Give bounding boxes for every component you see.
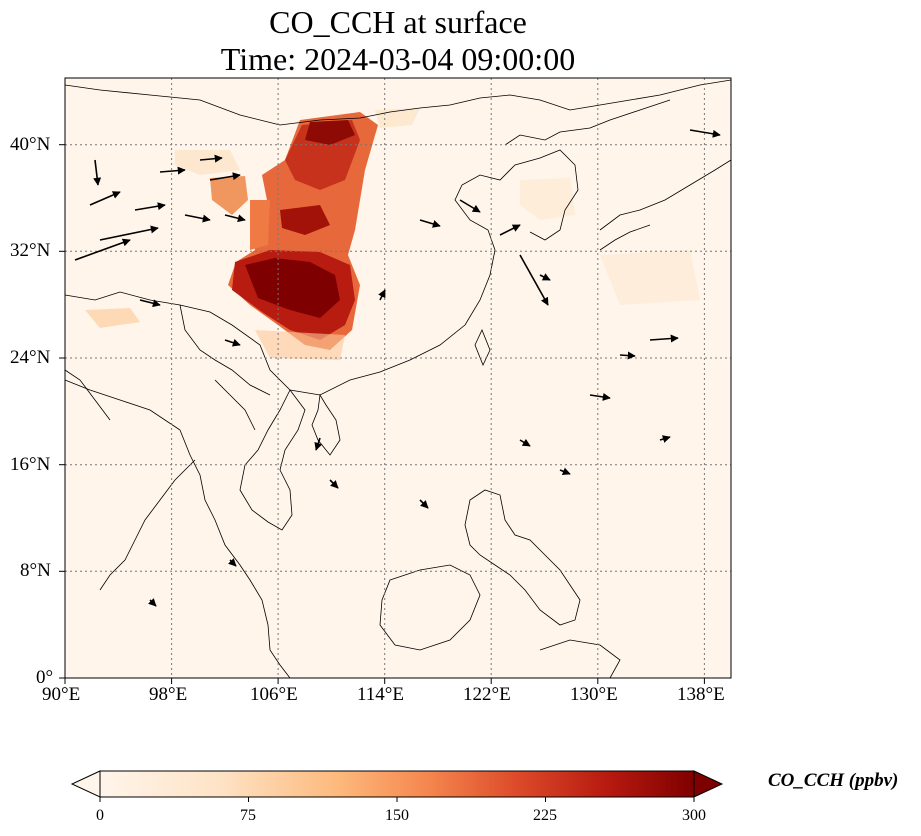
lon-tick-label: 138°E xyxy=(677,684,725,705)
lat-tick-label: 32°N xyxy=(10,240,51,261)
lon-tick-label: 98°E xyxy=(149,684,188,705)
lat-tick-label: 16°N xyxy=(10,454,51,475)
coastlines xyxy=(65,79,731,678)
tick-marks xyxy=(59,144,705,684)
lon-tick-label: 130°E xyxy=(570,684,618,705)
colorbar-extend-min xyxy=(70,770,101,798)
lon-tick-label: 90°E xyxy=(42,684,81,705)
gridlines xyxy=(65,78,731,678)
colorbar-tick-label: 150 xyxy=(385,807,409,824)
map-panel xyxy=(65,78,731,678)
colorbar-tick-label: 300 xyxy=(682,807,706,824)
colorbar-body xyxy=(99,770,695,798)
lat-tick-label: 0° xyxy=(36,667,54,688)
map-frame xyxy=(64,77,732,679)
lon-tick-label: 106°E xyxy=(250,684,298,705)
colorbar-extend-max xyxy=(693,770,724,798)
lon-tick-label: 122°E xyxy=(463,684,511,705)
colorbar-tick-label: 225 xyxy=(533,807,557,824)
lat-tick-label: 24°N xyxy=(10,347,51,368)
colorbar-label: CO_CCH (ppbv) xyxy=(768,770,899,791)
lat-tick-label: 40°N xyxy=(10,134,51,155)
lon-tick-label: 114°E xyxy=(357,684,404,705)
colorbar-tick-label: 75 xyxy=(240,807,256,824)
colorbar-tick-label: 0 xyxy=(96,807,104,824)
title-line-2: Time: 2024-03-04 09:00:00 xyxy=(220,41,576,77)
title-line-1: CO_CCH at surface xyxy=(269,4,527,40)
lat-tick-label: 8°N xyxy=(20,560,51,581)
co-plume xyxy=(85,108,700,360)
colorbar xyxy=(70,770,724,802)
wind-vectors xyxy=(74,129,721,607)
